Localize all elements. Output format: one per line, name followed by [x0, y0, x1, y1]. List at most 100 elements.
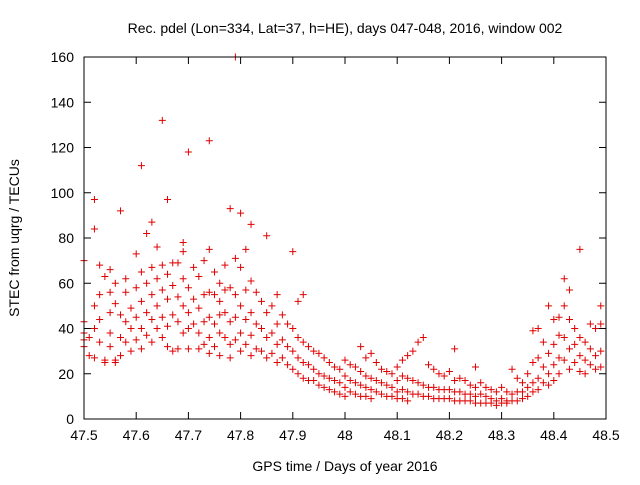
data-point: [247, 309, 255, 317]
data-point: [268, 349, 276, 357]
data-point: [597, 320, 605, 328]
data-point: [294, 334, 302, 342]
data-point: [534, 386, 542, 394]
data-point: [205, 334, 213, 342]
data-point: [158, 334, 166, 342]
data-point: [231, 336, 239, 344]
data-point: [289, 347, 297, 355]
data-point: [90, 196, 98, 204]
data-point: [263, 334, 271, 342]
data-point: [425, 392, 433, 400]
data-point: [231, 313, 239, 321]
data-point: [132, 313, 140, 321]
data-point: [174, 318, 182, 326]
data-point: [122, 288, 130, 296]
data-point: [237, 329, 245, 337]
data-point: [534, 374, 542, 382]
data-point: [362, 383, 370, 391]
data-point: [571, 358, 579, 366]
data-point: [211, 343, 218, 351]
data-point: [414, 379, 422, 387]
data-point: [164, 196, 172, 204]
data-point: [378, 379, 386, 387]
data-point: [106, 343, 114, 351]
data-point: [252, 345, 260, 353]
x-tick-label: 47.8: [227, 427, 254, 443]
data-point: [96, 338, 104, 346]
data-point: [508, 365, 516, 373]
data-point: [190, 320, 198, 328]
data-point: [341, 372, 349, 380]
data-point: [205, 313, 213, 321]
data-point: [273, 291, 281, 299]
data-point: [289, 365, 297, 373]
data-point: [137, 162, 145, 170]
data-point: [122, 338, 130, 346]
data-point: [205, 349, 213, 357]
data-point: [545, 349, 553, 357]
data-point: [545, 381, 553, 389]
data-point: [299, 291, 307, 299]
data-point: [148, 263, 156, 271]
data-point: [555, 370, 563, 378]
data-point: [498, 383, 506, 391]
data-point: [341, 356, 349, 364]
chart-title: Rec. pdel (Lon=334, Lat=37, h=HE), days …: [128, 20, 563, 36]
data-point: [383, 381, 391, 389]
data-point: [445, 367, 453, 375]
data-point: [430, 365, 438, 373]
data-point: [205, 137, 213, 145]
data-point: [211, 268, 218, 276]
data-point: [341, 383, 349, 391]
data-point: [179, 302, 187, 310]
data-point: [581, 356, 589, 364]
data-point: [592, 352, 600, 360]
data-point: [278, 311, 286, 319]
data-point: [550, 340, 558, 348]
data-point: [148, 218, 156, 226]
data-point: [346, 388, 354, 396]
data-point: [289, 325, 297, 332]
data-point: [137, 325, 145, 332]
data-point: [581, 370, 589, 378]
data-point: [325, 358, 333, 366]
data-point: [242, 340, 250, 348]
data-point: [435, 370, 443, 378]
data-point: [137, 268, 145, 276]
data-point: [419, 334, 427, 342]
data-point: [565, 315, 573, 323]
data-point: [518, 388, 526, 396]
data-point: [263, 232, 271, 240]
data-point: [456, 388, 464, 396]
data-point: [440, 372, 448, 380]
data-point: [195, 272, 203, 280]
data-point: [216, 329, 224, 337]
y-tick-label: 80: [58, 230, 74, 246]
data-point: [299, 374, 307, 382]
data-point: [456, 374, 464, 382]
data-point: [221, 334, 229, 342]
data-point: [111, 300, 119, 308]
data-point: [122, 318, 130, 326]
data-point: [158, 116, 166, 124]
data-point: [409, 347, 417, 355]
data-point: [367, 386, 375, 394]
data-point: [90, 225, 98, 233]
data-point: [539, 363, 547, 371]
data-point: [466, 397, 474, 405]
data-point: [430, 383, 438, 391]
data-point: [96, 315, 104, 323]
data-point: [477, 390, 485, 398]
data-point: [419, 381, 427, 389]
data-point: [85, 334, 93, 342]
data-point: [169, 347, 177, 355]
data-point: [477, 379, 485, 387]
data-point: [284, 361, 292, 369]
data-point: [560, 302, 568, 310]
data-point: [508, 390, 516, 398]
data-point: [231, 291, 239, 299]
data-point: [336, 390, 344, 398]
